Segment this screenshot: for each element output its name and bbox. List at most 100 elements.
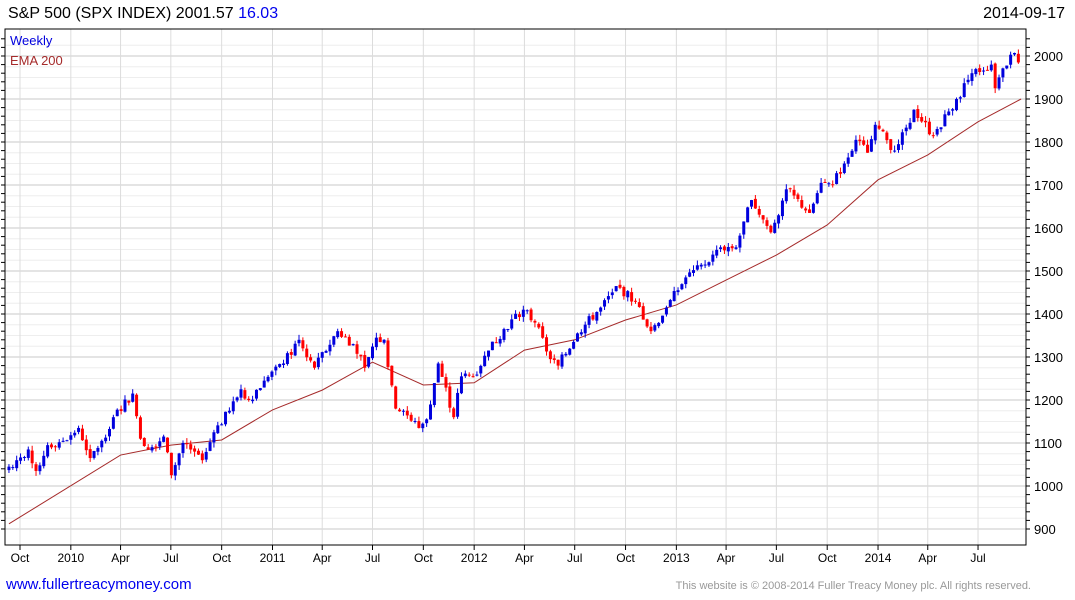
website-link[interactable]: www.fullertreacymoney.com — [6, 576, 192, 593]
candle-body — [993, 63, 997, 89]
candle-body — [769, 225, 773, 233]
plot-frame — [4, 28, 1027, 546]
candle-body — [715, 249, 719, 256]
candle-body — [421, 423, 425, 429]
candle-body — [490, 341, 494, 351]
candle-body — [278, 364, 282, 367]
candle-body — [224, 411, 228, 425]
candle-body — [166, 437, 170, 453]
y-tick-label: 1500 — [1034, 264, 1063, 279]
y-tick-label: 1100 — [1034, 436, 1062, 451]
candle-body — [363, 355, 367, 368]
candle-body — [684, 277, 688, 285]
candle-body — [11, 467, 15, 469]
candle-body — [436, 363, 440, 383]
candle-body — [916, 109, 920, 119]
candle-body — [444, 377, 448, 388]
x-tick-label: Jul — [163, 551, 178, 565]
candle-body — [541, 326, 545, 338]
candle-body — [622, 287, 626, 297]
candle-body — [939, 127, 943, 130]
candle-body — [274, 366, 278, 371]
candle-body — [997, 77, 1001, 89]
candle-body — [285, 353, 289, 365]
candle-body — [46, 445, 50, 457]
x-tick-label: 2012 — [461, 551, 488, 565]
candle-body — [401, 410, 405, 412]
candle-body — [146, 447, 150, 450]
candle-body — [115, 409, 119, 417]
candle-body — [896, 144, 900, 151]
candle-body — [154, 446, 158, 448]
candle-body — [382, 339, 386, 343]
candle-body — [529, 309, 533, 321]
candle-body — [193, 448, 197, 452]
candle-body — [320, 352, 324, 358]
candle-body — [65, 440, 69, 442]
candle-body — [463, 373, 467, 377]
y-tick-label: 1900 — [1034, 92, 1063, 107]
candle-body — [390, 365, 394, 386]
candle-body — [297, 339, 301, 344]
candle-body — [591, 315, 595, 320]
candle-body — [989, 64, 993, 71]
candle-body — [943, 114, 947, 127]
candle-body — [676, 290, 680, 293]
candle-body — [208, 442, 212, 451]
candle-body — [471, 376, 475, 378]
candle-body — [405, 410, 409, 416]
candle-body — [429, 404, 433, 420]
candle-body — [479, 365, 483, 374]
candle-body — [73, 432, 77, 436]
candle-body — [204, 451, 208, 460]
candle-body — [119, 409, 123, 412]
x-tick-label: Apr — [111, 551, 130, 565]
candle-body — [537, 323, 541, 328]
candle-body — [742, 221, 746, 235]
candle-body — [904, 127, 908, 132]
candle-body — [691, 270, 695, 273]
candle-body — [773, 222, 777, 233]
candle-body — [131, 393, 135, 402]
candle-body — [850, 150, 854, 157]
candle-body — [645, 319, 649, 327]
candle-body — [757, 209, 761, 215]
candle-body — [1009, 54, 1013, 65]
candle-body — [587, 316, 591, 325]
candle-body — [367, 357, 371, 367]
candle-body — [784, 189, 788, 202]
candle-body — [26, 449, 30, 458]
candle-body — [912, 109, 916, 123]
candle-body — [34, 464, 38, 471]
candle-body — [575, 333, 579, 342]
candle-body — [80, 428, 84, 441]
candle-body — [966, 79, 970, 83]
candle-body — [572, 341, 576, 349]
candle-body — [30, 450, 34, 464]
candle-body — [835, 173, 839, 185]
x-tick-label: Oct — [818, 551, 837, 565]
candle-body — [61, 440, 65, 442]
candle-body — [951, 109, 955, 111]
candle-body — [189, 444, 193, 450]
candle-body — [885, 132, 889, 141]
candle-body — [889, 139, 893, 150]
candle-body — [552, 358, 556, 361]
candle-body — [494, 342, 498, 344]
candle-body — [413, 420, 417, 422]
candle-body — [502, 329, 506, 340]
candle-body — [900, 132, 904, 145]
candle-body — [169, 452, 173, 476]
candle-body — [459, 376, 463, 394]
candle-body — [328, 344, 332, 352]
candle-body — [664, 307, 668, 315]
candle-body — [386, 340, 390, 367]
candle-body — [355, 344, 359, 354]
candlestick-chart: Oct 2010 Apr Jul Oct 2011 Apr Jul Oct 2012 Apr Jul O… — [1, 28, 1063, 565]
candle-body — [351, 344, 355, 346]
candle-body — [42, 455, 46, 467]
candle-body — [196, 450, 200, 455]
x-tick-label: 2011 — [260, 551, 286, 565]
candle-body — [142, 437, 146, 447]
ema-200-line — [8, 98, 1022, 525]
